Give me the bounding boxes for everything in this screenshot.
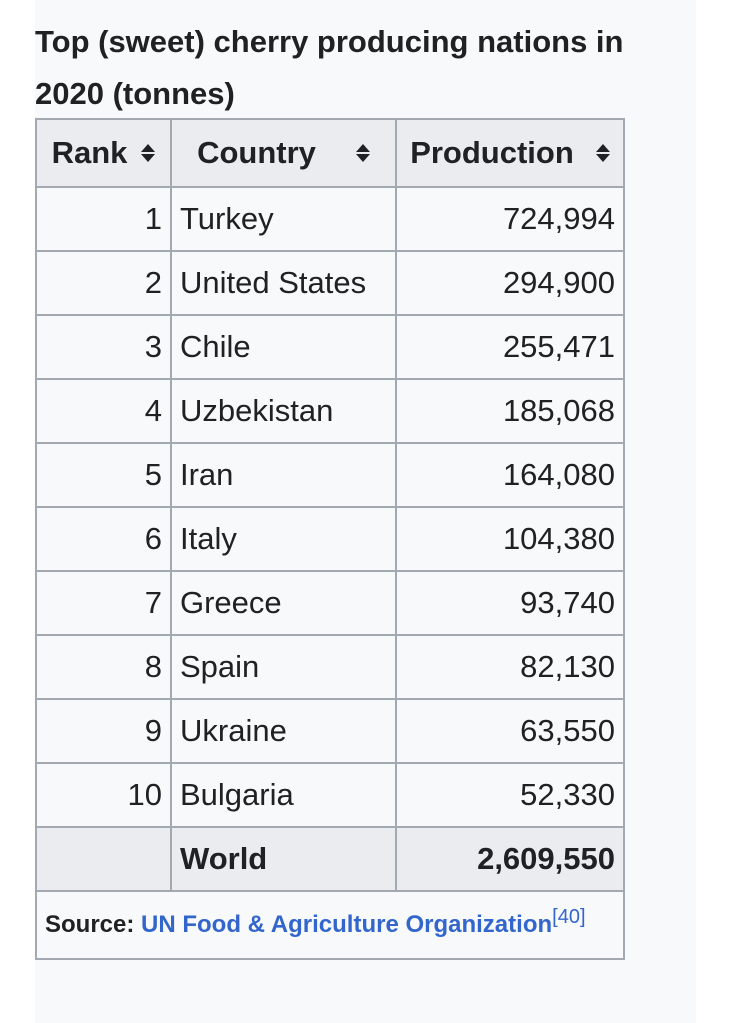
total-row: World 2,609,550 bbox=[35, 826, 625, 892]
country-cell: Italy bbox=[170, 506, 397, 572]
table-row: 8 Spain 82,130 bbox=[35, 634, 625, 700]
rank-cell: 5 bbox=[35, 442, 172, 508]
production-header[interactable]: Production bbox=[395, 118, 625, 188]
country-cell: United States bbox=[170, 250, 397, 316]
sort-updown-icon[interactable] bbox=[595, 144, 610, 162]
country-cell: Greece bbox=[170, 570, 397, 636]
table-row: 1 Turkey 724,994 bbox=[35, 186, 625, 252]
production-cell: 185,068 bbox=[395, 378, 625, 444]
production-cell: 63,550 bbox=[395, 698, 625, 764]
source-row: Source: UN Food & Agriculture Organizati… bbox=[35, 890, 625, 960]
rank-cell: 7 bbox=[35, 570, 172, 636]
reference-link[interactable]: [40] bbox=[552, 906, 586, 928]
table-row: 3 Chile 255,471 bbox=[35, 314, 625, 380]
rank-cell: 10 bbox=[35, 762, 172, 828]
country-cell: Turkey bbox=[170, 186, 397, 252]
production-cell: 93,740 bbox=[395, 570, 625, 636]
source-link[interactable]: UN Food & Agriculture Organization bbox=[141, 911, 553, 938]
total-rank-cell bbox=[35, 826, 172, 892]
source-label: Source: bbox=[45, 911, 135, 938]
source-cell: Source: UN Food & Agriculture Organizati… bbox=[35, 890, 625, 960]
country-cell: Spain bbox=[170, 634, 397, 700]
table-row: 7 Greece 93,740 bbox=[35, 570, 625, 636]
production-cell: 164,080 bbox=[395, 442, 625, 508]
table-row: 10 Bulgaria 52,330 bbox=[35, 762, 625, 828]
country-cell: Chile bbox=[170, 314, 397, 380]
table-container: Top (sweet) cherry producing nations in … bbox=[35, 0, 696, 1023]
country-cell: Iran bbox=[170, 442, 397, 508]
country-header-label: Country bbox=[197, 135, 316, 170]
production-cell: 255,471 bbox=[395, 314, 625, 380]
table-row: 2 United States 294,900 bbox=[35, 250, 625, 316]
country-cell: Uzbekistan bbox=[170, 378, 397, 444]
header-row: Rank Country Production bbox=[35, 118, 625, 188]
production-cell: 294,900 bbox=[395, 250, 625, 316]
country-header[interactable]: Country bbox=[170, 118, 397, 188]
rank-cell: 6 bbox=[35, 506, 172, 572]
production-cell: 104,380 bbox=[395, 506, 625, 572]
cherry-production-table: Rank Country Production bbox=[35, 118, 625, 960]
rank-cell: 1 bbox=[35, 186, 172, 252]
table-row: 6 Italy 104,380 bbox=[35, 506, 625, 572]
table-row: 9 Ukraine 63,550 bbox=[35, 698, 625, 764]
sort-updown-icon[interactable] bbox=[355, 144, 370, 162]
country-cell: Bulgaria bbox=[170, 762, 397, 828]
country-cell: Ukraine bbox=[170, 698, 397, 764]
rank-cell: 9 bbox=[35, 698, 172, 764]
production-cell: 724,994 bbox=[395, 186, 625, 252]
total-label-cell: World bbox=[170, 826, 397, 892]
table-row: 4 Uzbekistan 185,068 bbox=[35, 378, 625, 444]
rank-cell: 3 bbox=[35, 314, 172, 380]
production-header-label: Production bbox=[410, 135, 574, 170]
table-row: 5 Iran 164,080 bbox=[35, 442, 625, 508]
rank-cell: 2 bbox=[35, 250, 172, 316]
production-cell: 52,330 bbox=[395, 762, 625, 828]
table-caption: Top (sweet) cherry producing nations in … bbox=[35, 24, 624, 111]
sort-updown-icon[interactable] bbox=[141, 144, 156, 162]
production-cell: 82,130 bbox=[395, 634, 625, 700]
rank-header-label: Rank bbox=[51, 135, 128, 170]
rank-cell: 4 bbox=[35, 378, 172, 444]
total-production-cell: 2,609,550 bbox=[395, 826, 625, 892]
rank-cell: 8 bbox=[35, 634, 172, 700]
rank-header[interactable]: Rank bbox=[35, 118, 172, 188]
